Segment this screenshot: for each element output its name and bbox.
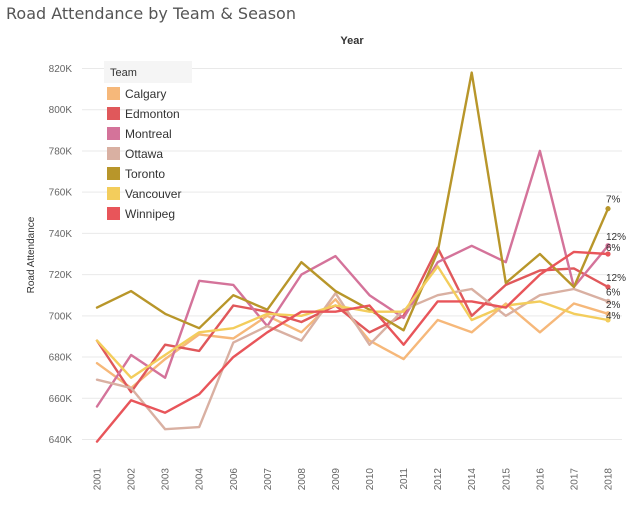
end-label-edmonton: 12%	[606, 273, 626, 284]
legend-swatch	[107, 167, 120, 180]
legend-label: Edmonton	[125, 107, 180, 121]
series-end-point	[605, 251, 611, 257]
legend: Team Calgary Edmonton Montreal Ottawa Toront…	[104, 61, 192, 221]
series-line-toronto	[95, 71, 610, 332]
legend-swatch	[107, 127, 120, 140]
legend-label: Winnipeg	[125, 207, 175, 221]
legend-header-bg	[104, 61, 192, 83]
end-label-winnipeg: 6%	[606, 243, 621, 254]
end-label-ottawa: 6%	[606, 287, 621, 298]
legend-label: Calgary	[125, 87, 166, 101]
y-tick-label: 700K	[49, 311, 73, 322]
x-tick-label: 2007	[263, 468, 274, 491]
x-tick-label: 2018	[604, 468, 615, 491]
x-tick-label: 2014	[467, 468, 478, 491]
x-tick-label: 2004	[195, 468, 206, 491]
series-end-point	[605, 206, 611, 212]
y-tick-label: 640K	[49, 435, 73, 446]
legend-swatch	[107, 187, 120, 200]
y-axis-ticks: 640K 660K 680K 700K 720K 740K 760K 780K 800K 820K	[49, 64, 73, 446]
x-tick-label: 2006	[229, 468, 240, 491]
x-axis-title: Year	[340, 35, 364, 47]
series-end-point	[605, 284, 611, 290]
legend-title: Team	[110, 67, 137, 79]
y-tick-label: 740K	[49, 229, 73, 240]
x-tick-label: 2010	[365, 468, 376, 491]
x-tick-label: 2012	[433, 468, 444, 491]
x-tick-label: 2015	[501, 468, 512, 491]
y-tick-label: 780K	[49, 146, 73, 157]
x-tick-label: 2016	[535, 468, 546, 491]
end-label-calgary: 2%	[606, 300, 621, 311]
series-line-montreal	[95, 149, 610, 408]
series-end-point	[605, 311, 611, 317]
chart-title: Road Attendance by Team & Season	[6, 4, 296, 23]
legend-swatch	[107, 207, 120, 220]
y-tick-label: 820K	[49, 64, 73, 75]
x-tick-label: 2002	[127, 468, 138, 491]
series-line-calgary	[95, 298, 610, 390]
y-tick-label: 660K	[49, 394, 73, 405]
series-line-winnipeg	[95, 250, 610, 443]
y-axis-title: Road Attendance	[26, 216, 37, 293]
series-line-ottawa	[95, 287, 610, 431]
y-tick-label: 760K	[49, 188, 73, 199]
x-tick-label: 2011	[399, 468, 410, 490]
x-tick-label: 2001	[93, 468, 104, 491]
legend-label: Vancouver	[125, 187, 181, 201]
legend-swatch	[107, 87, 120, 100]
series-end-point	[605, 243, 611, 249]
end-labels: 7%12%6%12%6%2%4%	[606, 195, 626, 322]
legend-label: Toronto	[125, 167, 165, 181]
end-label-toronto: 7%	[606, 195, 621, 206]
x-axis-ticks: 2001 2002 2003 2004 2006 2007 2008 2009 2010 2011…	[93, 468, 615, 491]
y-tick-label: 720K	[49, 270, 73, 281]
end-label-vancouver: 4%	[606, 311, 621, 322]
series-lines	[95, 71, 611, 443]
legend-label: Montreal	[125, 127, 172, 141]
x-tick-label: 2017	[569, 468, 580, 491]
end-label-montreal: 12%	[606, 232, 626, 243]
legend-swatch	[107, 147, 120, 160]
series-end-point	[605, 317, 611, 323]
legend-swatch	[107, 107, 120, 120]
y-tick-label: 800K	[49, 105, 73, 116]
legend-items: Calgary Edmonton Montreal Ottawa Toronto Vanc…	[107, 87, 181, 221]
legend-label: Ottawa	[125, 147, 163, 161]
x-tick-label: 2009	[331, 468, 342, 491]
x-tick-label: 2003	[161, 468, 172, 491]
series-end-point	[605, 298, 611, 305]
x-tick-label: 2008	[297, 468, 308, 491]
y-tick-label: 680K	[49, 353, 73, 364]
